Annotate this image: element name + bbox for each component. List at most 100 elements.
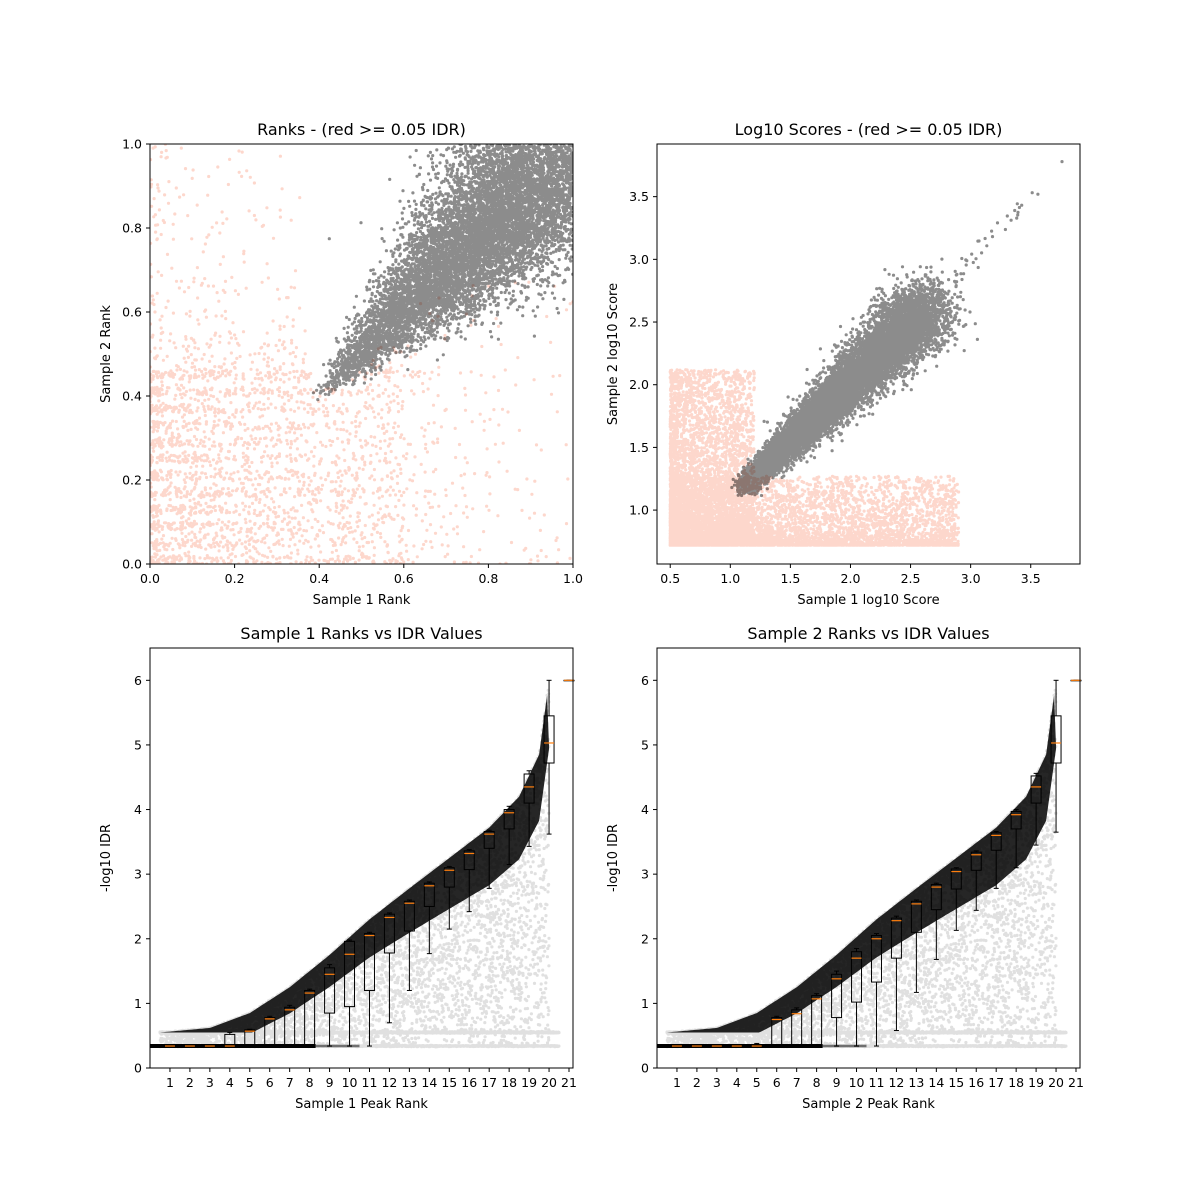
pass-points <box>311 144 573 402</box>
x-tick-label: 0.8 <box>478 571 498 586</box>
y-ticks: 0.0 0.2 0.4 0.6 0.8 1.0 <box>122 137 150 572</box>
box-rank-17 <box>990 831 1002 889</box>
chart-title: Sample 2 Ranks vs IDR Values <box>747 624 989 643</box>
box-rank-2 <box>184 1045 196 1048</box>
chart-ranks: 0.0 0.2 0.4 0.6 0.8 1.0 0.0 0.2 0.4 0.6 0.8 1.0 Rank… <box>99 120 583 608</box>
box-rank-20 <box>1050 679 1062 833</box>
box-rank-17 <box>483 829 495 889</box>
x-tick-label: 3.5 <box>1021 571 1041 586</box>
x-axis-label: Sample 1 Rank <box>313 593 411 608</box>
box-rank-5 <box>751 1042 763 1047</box>
y-tick-label: 1 <box>134 996 142 1011</box>
box-rank-12 <box>383 912 395 1024</box>
x-tick-label: 0.6 <box>394 571 414 586</box>
x-tick-label: 3 <box>713 1075 721 1090</box>
box-rank-1 <box>671 1045 683 1048</box>
x-tick-label: 8 <box>306 1075 314 1090</box>
box-rank-16 <box>463 849 475 913</box>
box-iqr <box>930 883 942 911</box>
x-tick-label: 21 <box>561 1075 577 1090</box>
box-iqr <box>264 1017 276 1047</box>
box-iqr <box>890 917 902 959</box>
y-tick-label: 2.0 <box>629 377 649 392</box>
box-rank-15 <box>443 865 455 930</box>
y-axis-label: Sample 2 log10 Score <box>606 283 621 425</box>
x-tick-label: 20 <box>1048 1075 1064 1090</box>
box-iqr <box>811 995 823 1047</box>
box-iqr <box>831 973 843 1019</box>
box-iqr <box>950 868 962 890</box>
box-iqr <box>363 933 375 991</box>
box-iqr <box>324 967 336 1014</box>
x-tick-label: 19 <box>1028 1075 1044 1090</box>
box-iqr <box>851 951 863 1003</box>
plot-frame <box>149 647 574 1069</box>
y-tick-label: 5 <box>641 737 649 752</box>
x-tick-label: 15 <box>948 1075 964 1090</box>
y-tick-label: 0.2 <box>122 473 142 488</box>
x-tick-label: 19 <box>521 1075 537 1090</box>
x-tick-label: 13 <box>908 1075 924 1090</box>
x-axis-label: Sample 2 Peak Rank <box>802 1097 935 1112</box>
y-tick-label: 3.5 <box>629 189 649 204</box>
y-tick-label: 4 <box>134 802 142 817</box>
box-iqr <box>791 1009 803 1047</box>
box-iqr <box>383 913 395 954</box>
chart-scores: 0.5 1.0 1.5 2.0 2.5 3.0 3.5 1.0 1.5 2.0 2.5 3.0 3.5 L… <box>606 120 1081 608</box>
x-tick-label: 3 <box>206 1075 214 1090</box>
box-iqr <box>970 851 982 871</box>
box-rank-8 <box>304 988 316 1047</box>
y-tick-label: 2 <box>134 931 142 946</box>
y-ticks: 1.0 1.5 2.0 2.5 3.0 3.5 <box>629 189 657 518</box>
x-tick-label: 15 <box>441 1075 457 1090</box>
x-ticks: 1 2 3 4 5 6 7 8 9 10 11 12 13 14 15 16 17 18 19 20 21 <box>166 1068 577 1090</box>
y-axis-label: -log10 IDR <box>99 824 114 892</box>
x-tick-label: 0.0 <box>140 571 160 586</box>
box-rank-6 <box>771 1015 783 1047</box>
x-tick-label: 2 <box>186 1075 194 1090</box>
y-tick-label: 1.5 <box>629 440 649 455</box>
box-rank-4 <box>731 1044 743 1048</box>
x-tick-label: 18 <box>1008 1075 1024 1090</box>
x-tick-label: 1.0 <box>563 571 583 586</box>
x-tick-label: 8 <box>813 1075 821 1090</box>
fail-points <box>150 144 573 564</box>
y-tick-label: 1 <box>641 996 649 1011</box>
box-iqr <box>244 1029 256 1047</box>
panels: 0.0 0.2 0.4 0.6 0.8 1.0 0.0 0.2 0.4 0.6 0.8 1.0 Rank… <box>99 120 1084 1112</box>
x-tick-label: 2.5 <box>901 571 921 586</box>
x-tick-label: 6 <box>266 1075 274 1090</box>
idr-points <box>158 688 561 1049</box>
y-tick-label: 3 <box>641 867 649 882</box>
x-axis-label: Sample 1 log10 Score <box>797 593 939 608</box>
y-tick-label: 0.0 <box>122 557 142 572</box>
idr-points <box>665 688 1068 1049</box>
x-tick-label: 7 <box>793 1075 801 1090</box>
box-iqr <box>284 1006 296 1047</box>
x-tick-label: 0.5 <box>660 571 680 586</box>
box-iqr <box>423 882 435 907</box>
box-rank-7 <box>284 1004 296 1047</box>
y-tick-label: 4 <box>641 802 649 817</box>
x-ticks: 1 2 3 4 5 6 7 8 9 10 11 12 13 14 15 16 17 18 19 20 21 <box>673 1068 1084 1090</box>
y-tick-label: 1.0 <box>122 137 142 152</box>
y-tick-label: 6 <box>641 673 649 688</box>
y-tick-label: 0.6 <box>122 305 142 320</box>
x-tick-label: 13 <box>401 1075 417 1090</box>
y-tick-label: 0.8 <box>122 221 142 236</box>
x-tick-label: 9 <box>833 1075 841 1090</box>
pass-points <box>730 160 1064 498</box>
box-rank-6 <box>264 1015 276 1047</box>
box-iqr <box>304 989 316 1047</box>
box-rank-3 <box>204 1045 216 1048</box>
x-tick-label: 3.0 <box>961 571 981 586</box>
box-rank-9 <box>324 964 336 1047</box>
box-rank-19 <box>523 770 535 847</box>
box-rank-21 <box>1070 679 1082 682</box>
box-rank-18 <box>1010 809 1022 869</box>
box-rank-18 <box>503 805 515 865</box>
x-tick-label: 2.0 <box>841 571 861 586</box>
plot-frame <box>656 647 1081 1069</box>
box-rank-9 <box>831 970 843 1047</box>
